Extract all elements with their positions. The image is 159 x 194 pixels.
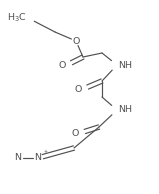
Text: N: N bbox=[35, 153, 41, 163]
Text: N: N bbox=[14, 153, 21, 163]
Text: O: O bbox=[75, 85, 82, 94]
Text: NH: NH bbox=[118, 61, 132, 69]
Text: O: O bbox=[72, 36, 80, 46]
Text: $^+$: $^+$ bbox=[43, 150, 49, 156]
Text: O: O bbox=[59, 61, 66, 69]
Text: O: O bbox=[72, 128, 79, 138]
Text: NH: NH bbox=[118, 106, 132, 114]
Text: H$_3$C: H$_3$C bbox=[7, 12, 27, 24]
